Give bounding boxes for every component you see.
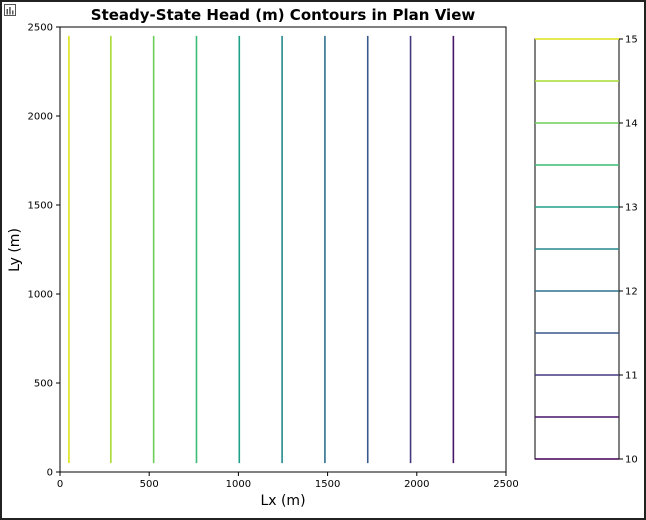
chart-app-icon bbox=[4, 4, 16, 16]
y-tick-label: 2500 bbox=[28, 23, 53, 34]
colorbar-ticks: 10 11 12 13 14 15 bbox=[619, 35, 638, 466]
x-tick-label: 1500 bbox=[315, 479, 340, 490]
y-axis-label: Ly (m) bbox=[7, 228, 23, 272]
colorbar-tick-label: 14 bbox=[625, 119, 638, 130]
colorbar-tick-label: 13 bbox=[625, 203, 638, 214]
colorbar-tick-label: 11 bbox=[625, 371, 638, 382]
x-tick-label: 500 bbox=[140, 479, 159, 490]
colorbar-lines bbox=[535, 38, 619, 460]
x-tick-label: 2500 bbox=[493, 479, 518, 490]
x-tick-label: 0 bbox=[57, 479, 63, 490]
y-tick-label: 1000 bbox=[28, 290, 53, 301]
colorbar-tick-label: 15 bbox=[625, 35, 638, 46]
plot-area bbox=[59, 26, 507, 473]
contour-lines bbox=[68, 35, 455, 464]
x-axis-ticks: 0 500 1000 1500 2000 2500 bbox=[57, 472, 519, 490]
x-tick-label: 2000 bbox=[404, 479, 429, 490]
colorbar-tick-label: 12 bbox=[625, 287, 638, 298]
y-tick-label: 500 bbox=[34, 379, 53, 390]
y-tick-label: 2000 bbox=[28, 112, 53, 123]
y-tick-label: 0 bbox=[47, 468, 53, 479]
y-axis-ticks: 0 500 1000 1500 2000 2500 bbox=[28, 23, 60, 479]
colorbar-tick-label: 10 bbox=[625, 455, 638, 466]
chart-title: Steady-State Head (m) Contours in Plan V… bbox=[91, 6, 476, 24]
x-axis-label: Lx (m) bbox=[260, 493, 305, 509]
y-tick-label: 1500 bbox=[28, 201, 53, 212]
x-tick-label: 1000 bbox=[226, 479, 251, 490]
